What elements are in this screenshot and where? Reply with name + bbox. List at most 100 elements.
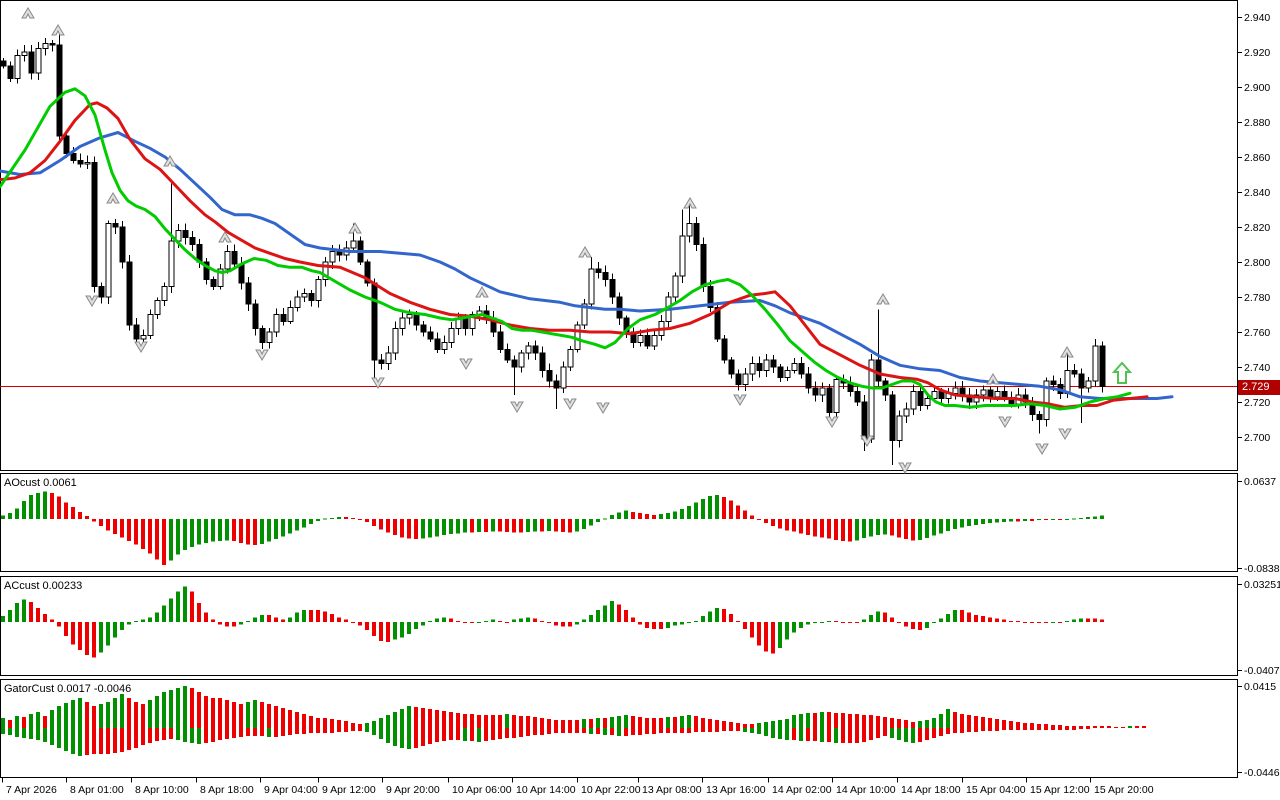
- histogram-bar: [925, 720, 929, 728]
- histogram-bar: [1037, 622, 1041, 624]
- histogram-bar: [638, 622, 642, 625]
- indicator-axis-label: -0.04071: [1244, 665, 1280, 677]
- histogram-bar: [652, 514, 656, 519]
- histogram-bar: [358, 728, 362, 731]
- histogram-bar: [288, 710, 292, 728]
- histogram-bar: [1128, 726, 1132, 728]
- histogram-bar: [379, 622, 383, 641]
- histogram-bar: [855, 728, 859, 743]
- histogram-bar: [400, 519, 404, 538]
- candle-body: [28, 51, 35, 74]
- candle-body: [462, 317, 469, 330]
- panel-title-gatorcust: GatorCust 0.0017 -0.0046: [4, 683, 132, 695]
- histogram-bar: [554, 519, 558, 532]
- candle-body: [322, 261, 329, 281]
- histogram-bar: [1079, 726, 1083, 728]
- histogram-bar: [519, 618, 523, 622]
- histogram-bar: [407, 622, 411, 634]
- histogram-bar: [22, 728, 26, 738]
- histogram-bar: [337, 720, 341, 728]
- candle-body: [1092, 345, 1099, 382]
- histogram-bar: [393, 622, 397, 640]
- histogram-bar: [848, 622, 852, 624]
- histogram-bar: [561, 720, 565, 728]
- histogram-bar: [841, 519, 845, 542]
- histogram-bar: [344, 619, 348, 622]
- histogram-bar: [848, 714, 852, 728]
- histogram-bar: [190, 728, 194, 743]
- candle-body: [7, 65, 14, 79]
- histogram-bar: [155, 696, 159, 728]
- candle-body: [14, 55, 21, 79]
- histogram-bar: [1023, 622, 1027, 623]
- candle-body: [679, 235, 686, 277]
- histogram-bar: [862, 619, 866, 622]
- histogram-bar: [36, 607, 40, 622]
- histogram-bar: [15, 508, 19, 519]
- histogram-bar: [533, 728, 537, 735]
- histogram-bar: [274, 519, 278, 540]
- candle-body: [63, 135, 70, 155]
- histogram-bar: [589, 614, 593, 622]
- histogram-bar: [1009, 620, 1013, 622]
- histogram-bar: [932, 718, 936, 728]
- histogram-bar: [92, 728, 96, 754]
- candle-body: [749, 363, 756, 375]
- histogram-bar: [519, 519, 523, 533]
- histogram-bar: [1079, 618, 1083, 622]
- histogram-bar: [575, 622, 579, 625]
- histogram-bar: [85, 516, 89, 519]
- candle-body: [413, 314, 420, 326]
- histogram-bar: [890, 617, 894, 622]
- histogram-bar: [134, 702, 138, 728]
- price-axis-label: 2.860: [1244, 152, 1270, 164]
- histogram-bar: [638, 728, 642, 735]
- histogram-bar: [834, 713, 838, 728]
- histogram-bar: [29, 495, 33, 519]
- histogram-bar: [141, 704, 145, 728]
- histogram-bar: [288, 728, 292, 735]
- candle-body: [84, 161, 91, 165]
- histogram-bar: [344, 517, 348, 519]
- histogram-bar: [995, 728, 999, 731]
- histogram-bar: [1093, 516, 1097, 519]
- candle-body: [595, 268, 602, 274]
- histogram-bar: [43, 728, 47, 742]
- histogram-bar: [36, 728, 40, 740]
- indicator-axis-label: 0.0415: [1244, 681, 1276, 693]
- histogram-bar: [1030, 728, 1034, 730]
- histogram-bar: [911, 519, 915, 541]
- candle-body: [714, 307, 721, 340]
- histogram-bar: [407, 706, 411, 728]
- histogram-bar: [337, 517, 341, 519]
- candle-body: [105, 223, 112, 298]
- histogram-bar: [330, 613, 334, 622]
- histogram-bar: [918, 728, 922, 742]
- histogram-bar: [183, 519, 187, 550]
- histogram-bar: [876, 728, 880, 738]
- histogram-bar: [974, 519, 978, 525]
- histogram-bar: [820, 712, 824, 728]
- histogram-bar: [64, 703, 68, 728]
- histogram-bar: [1072, 726, 1076, 728]
- candle-body: [994, 391, 1001, 398]
- time-axis-label: 15 Apr 12:00: [1030, 784, 1090, 796]
- histogram-bar: [883, 717, 887, 728]
- histogram-bar: [631, 617, 635, 622]
- histogram-bar: [393, 728, 397, 746]
- histogram-bar: [813, 713, 817, 728]
- fractal-up-icon: [348, 222, 362, 234]
- candle-body: [728, 359, 735, 375]
- histogram-bar: [351, 723, 355, 728]
- candle-body: [917, 391, 924, 407]
- histogram-bar: [533, 618, 537, 622]
- histogram-bar: [715, 607, 719, 622]
- candle-body: [518, 352, 525, 368]
- histogram-bar: [414, 622, 418, 630]
- histogram-bar: [127, 698, 131, 728]
- histogram-bar: [799, 519, 803, 534]
- histogram-bar: [1135, 726, 1139, 728]
- histogram-bar: [806, 519, 810, 536]
- histogram-bar: [253, 519, 257, 546]
